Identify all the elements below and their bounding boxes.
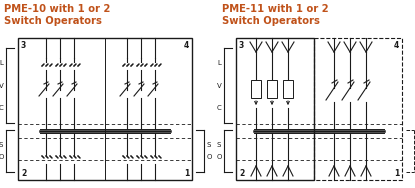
Text: C: C	[0, 105, 3, 111]
Text: V: V	[0, 83, 3, 89]
Bar	[283, 80, 293, 98]
Text: 1: 1	[394, 169, 399, 178]
Text: PME-11 with 1 or 2: PME-11 with 1 or 2	[222, 4, 329, 14]
Text: O: O	[206, 154, 212, 160]
Text: S: S	[207, 142, 211, 148]
Bar	[314, 38, 402, 180]
Text: 4: 4	[394, 41, 399, 50]
Bar	[251, 80, 261, 98]
Text: L: L	[0, 60, 3, 66]
Text: S: S	[217, 142, 221, 148]
Text: 1: 1	[184, 169, 189, 178]
Text: S: S	[0, 142, 3, 148]
Text: 3: 3	[21, 41, 26, 50]
Text: Switch Operators: Switch Operators	[222, 16, 320, 26]
Bar	[18, 38, 192, 180]
Text: V: V	[217, 83, 221, 89]
Text: C: C	[217, 105, 221, 111]
Text: 3: 3	[239, 41, 244, 50]
Text: 2: 2	[21, 169, 26, 178]
Text: 4: 4	[184, 41, 189, 50]
Bar	[236, 38, 314, 180]
Text: O: O	[216, 154, 222, 160]
Bar	[267, 80, 277, 98]
Text: O: O	[0, 154, 4, 160]
Text: Switch Operators: Switch Operators	[4, 16, 102, 26]
Text: L: L	[217, 60, 221, 66]
Text: 2: 2	[239, 169, 244, 178]
Text: PME-10 with 1 or 2: PME-10 with 1 or 2	[4, 4, 110, 14]
